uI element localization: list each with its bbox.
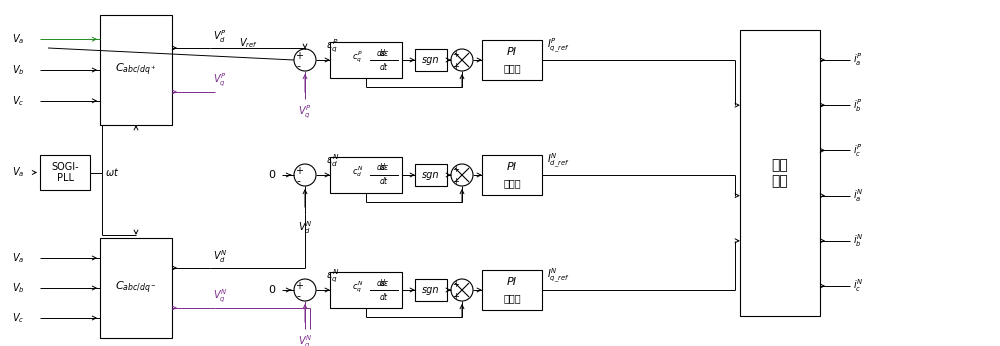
Text: PI: PI [507,277,517,287]
Text: $i_c^N$: $i_c^N$ [853,277,863,294]
Text: $V_q^P$: $V_q^P$ [298,104,312,121]
Text: +: + [452,292,459,301]
Text: $i_a^N$: $i_a^N$ [853,187,863,204]
Text: sgn: sgn [422,170,440,180]
Text: $V_a$: $V_a$ [12,166,24,179]
Text: $i_c^P$: $i_c^P$ [853,142,863,159]
Text: $V_{ref}$: $V_{ref}$ [239,36,257,50]
Text: 控制器: 控制器 [503,63,521,73]
Text: $d\varepsilon$: $d\varepsilon$ [376,276,387,288]
Text: $I_{d\_ref}^N$: $I_{d\_ref}^N$ [547,152,570,170]
Text: sgn: sgn [422,55,440,65]
Bar [100,238,172,338]
Text: PI: PI [507,47,517,57]
Text: 控制器: 控制器 [503,178,521,188]
Text: $c_d^N$: $c_d^N$ [352,165,363,180]
Text: $i_b^N$: $i_b^N$ [853,233,863,249]
Text: $d\varepsilon$: $d\varepsilon$ [376,46,387,57]
Bar [482,40,542,80]
Text: $V_q^P$: $V_q^P$ [213,72,227,89]
Text: SOGI-
PLL: SOGI- PLL [51,162,79,183]
Text: $c_q^P$: $c_q^P$ [352,49,363,65]
Text: $V_a$: $V_a$ [12,251,24,265]
Text: $\varepsilon_q^N$: $\varepsilon_q^N$ [326,267,339,285]
Circle shape [451,49,473,71]
Bar [482,155,542,195]
Text: $V_d^N$: $V_d^N$ [213,248,227,265]
Text: $d\varepsilon$: $d\varepsilon$ [376,162,387,173]
Text: +: + [452,62,459,71]
Text: -: - [297,291,301,301]
Text: $i_a^P$: $i_a^P$ [853,52,863,69]
Text: $V_q^N$: $V_q^N$ [298,334,312,346]
Text: +: + [295,166,303,176]
Text: $\varepsilon_q^P$: $\varepsilon_q^P$ [326,37,338,55]
Text: $dt$: $dt$ [379,291,389,301]
Text: 同步
变换: 同步 变换 [772,158,788,188]
Text: 控制器: 控制器 [503,293,521,303]
Circle shape [451,164,473,186]
Circle shape [451,279,473,301]
Text: $V_c$: $V_c$ [12,94,24,108]
Bar [330,272,402,308]
Text: $I_{q\_ref}^N$: $I_{q\_ref}^N$ [547,267,570,285]
Text: $V_d^N$: $V_d^N$ [298,219,312,236]
Text: +: + [452,177,459,186]
Circle shape [294,164,316,186]
Bar [330,42,402,78]
Circle shape [294,49,316,71]
Text: $V_b$: $V_b$ [12,281,25,295]
Text: sgn: sgn [422,285,440,295]
Text: 0: 0 [268,170,276,180]
Text: $V_d^P$: $V_d^P$ [213,28,227,45]
Text: $V_q^N$: $V_q^N$ [213,288,227,305]
Text: +: + [452,280,459,289]
Text: $V_c$: $V_c$ [12,311,24,325]
Bar [740,30,820,316]
Text: $C_{abc/dq^+}$: $C_{abc/dq^+}$ [115,62,157,78]
Text: +: + [452,165,459,174]
Bar [415,164,447,186]
Text: $d\varepsilon$: $d\varepsilon$ [379,276,389,288]
Bar [415,279,447,301]
Bar [415,49,447,71]
Text: $\varepsilon_d^N$: $\varepsilon_d^N$ [326,153,339,170]
Bar [40,155,90,190]
Bar [100,15,172,125]
Text: $d\varepsilon$: $d\varepsilon$ [379,162,389,173]
Bar [330,157,402,193]
Text: $i_b^P$: $i_b^P$ [853,97,863,113]
Text: $I_{q\_ref}^P$: $I_{q\_ref}^P$ [547,37,570,55]
Text: PI: PI [507,162,517,172]
Text: +: + [295,51,303,61]
Text: -: - [297,176,301,186]
Text: 0: 0 [268,285,276,295]
Text: -: - [297,61,301,71]
Text: +: + [295,281,303,291]
Text: $V_a$: $V_a$ [12,32,24,46]
Text: $\omega t$: $\omega t$ [105,166,119,179]
Text: $dt$: $dt$ [379,61,389,72]
Text: $dt$: $dt$ [379,175,389,186]
Text: $d\varepsilon$: $d\varepsilon$ [379,46,389,57]
Text: $c_q^N$: $c_q^N$ [352,279,363,295]
Bar [482,270,542,310]
Circle shape [294,279,316,301]
Text: $V_b$: $V_b$ [12,63,25,77]
Text: $C_{abc/dq^-}$: $C_{abc/dq^-}$ [115,280,157,296]
Text: +: + [452,50,459,59]
